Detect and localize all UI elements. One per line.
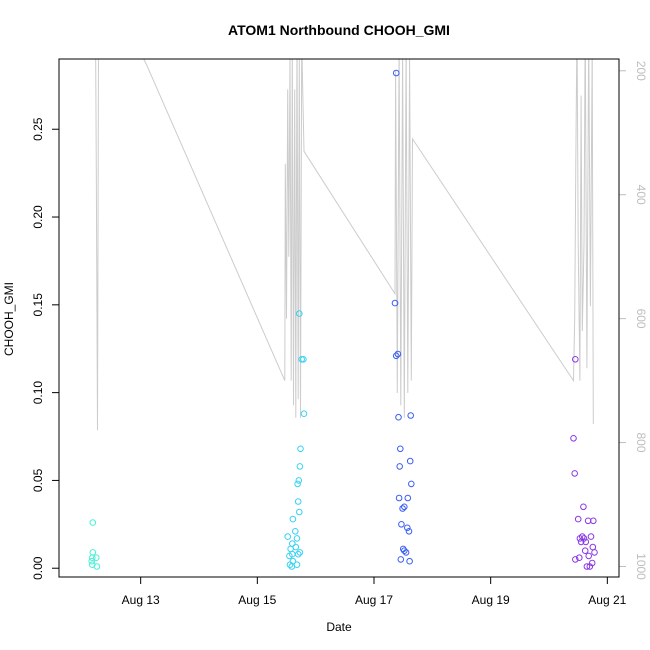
- data-point: [402, 549, 410, 556]
- data-point: [582, 538, 590, 546]
- data-point: [294, 550, 302, 558]
- data-point: [293, 561, 301, 569]
- y-axis: 0.00 0.05 0.10 0.15 0.20 0.25: [31, 117, 60, 580]
- data-point: [396, 463, 404, 470]
- data-point: [284, 533, 292, 540]
- data-point: [295, 477, 303, 484]
- x-tick-label: Aug 13: [122, 593, 160, 607]
- data-point: [293, 535, 301, 542]
- right-tick-label: 200: [634, 61, 648, 81]
- x-axis-label: Date: [326, 620, 352, 634]
- y-tick-label: 0.25: [31, 117, 45, 141]
- data-point: [391, 299, 399, 307]
- data-point: [397, 556, 405, 563]
- x-axis: Aug 13 Aug 15 Aug 17 Aug 19 Aug 21: [122, 576, 627, 607]
- data-point: [292, 528, 299, 535]
- data-point: [591, 549, 598, 556]
- data-point: [398, 521, 405, 528]
- data-point: [89, 549, 97, 556]
- y-tick-label: 0.20: [31, 205, 45, 229]
- data-point: [586, 563, 594, 570]
- altitude-layer: [95, 59, 594, 431]
- data-point: [300, 356, 307, 363]
- data-point: [577, 538, 585, 546]
- right-axis: 200 400 600 800 1000: [618, 61, 648, 580]
- x-tick-label: Aug 19: [472, 593, 510, 607]
- data-point: [297, 445, 304, 453]
- y-tick-label: 0.05: [31, 468, 45, 492]
- data-point: [581, 547, 589, 555]
- data-point: [401, 503, 408, 511]
- data-point: [89, 554, 96, 562]
- data-point: [408, 480, 415, 488]
- data-point: [287, 545, 294, 553]
- data-point: [404, 524, 411, 532]
- y-tick-label: 0.15: [31, 293, 45, 317]
- data-point: [89, 519, 97, 526]
- points-layer: [88, 69, 598, 570]
- right-tick-label: 600: [634, 309, 648, 329]
- data-point: [392, 69, 400, 77]
- data-point: [296, 463, 304, 470]
- data-point: [300, 410, 308, 418]
- right-tick-label: 400: [634, 185, 648, 205]
- data-point: [93, 563, 101, 570]
- y-tick-label: 0.10: [31, 381, 45, 405]
- data-point: [572, 356, 579, 363]
- data-point: [397, 445, 404, 453]
- data-point: [286, 552, 293, 560]
- data-point: [407, 412, 415, 419]
- data-point: [399, 505, 406, 512]
- data-point: [404, 494, 412, 502]
- data-point: [583, 563, 591, 570]
- data-point: [590, 517, 597, 525]
- right-tick-label: 1000: [634, 553, 648, 580]
- y-axis-label: CHOOH_GMI: [2, 282, 16, 356]
- plot-frame: [58, 58, 620, 578]
- data-point: [294, 498, 302, 505]
- data-point: [570, 435, 577, 442]
- data-point: [289, 540, 296, 547]
- data-point: [286, 561, 294, 569]
- data-point: [574, 515, 582, 523]
- data-point: [394, 350, 402, 358]
- data-point: [406, 557, 413, 565]
- data-point: [571, 470, 579, 477]
- data-point: [88, 557, 95, 565]
- right-tick-label: 800: [634, 432, 648, 452]
- x-tick-label: Aug 21: [588, 593, 626, 607]
- x-tick-label: Aug 17: [355, 593, 393, 607]
- data-point: [395, 413, 402, 421]
- data-point: [401, 547, 408, 555]
- data-point: [296, 310, 303, 317]
- data-point: [296, 549, 304, 556]
- y-tick-label: 0.00: [31, 556, 45, 580]
- data-point: [406, 457, 414, 465]
- data-point: [572, 556, 579, 563]
- data-point: [405, 528, 413, 535]
- altitude-line: [95, 59, 594, 431]
- data-point: [576, 554, 583, 562]
- data-point: [585, 552, 593, 560]
- data-point: [576, 535, 584, 542]
- data-point: [93, 554, 100, 562]
- chart-title: ATOM1 Northbound CHOOH_GMI: [228, 22, 450, 38]
- data-point: [589, 543, 597, 551]
- x-tick-label: Aug 15: [238, 593, 276, 607]
- data-point: [296, 508, 303, 516]
- data-point: [580, 503, 587, 511]
- data-point: [294, 480, 301, 488]
- data-point: [392, 352, 400, 360]
- data-point: [587, 533, 595, 540]
- data-point: [395, 494, 403, 502]
- data-point: [289, 515, 297, 523]
